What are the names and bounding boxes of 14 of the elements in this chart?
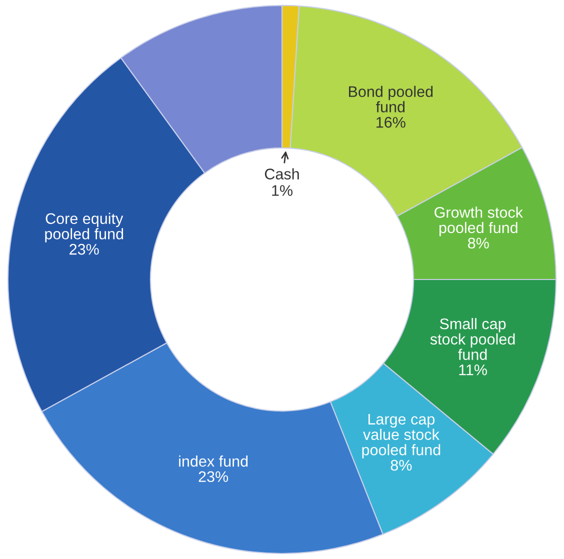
data-label: 1%	[272, 185, 292, 196]
slice-label: Core equity pooled fund	[45, 212, 124, 242]
slice-label: Growth stock pooled fund	[434, 206, 523, 236]
data-label: 8%	[390, 460, 412, 471]
slice-label: Bond pooled fund	[349, 86, 433, 112]
slice-label: Small cap stock pooled fund	[430, 318, 515, 360]
slice-label: Large cap value stock pooled fund	[362, 414, 440, 458]
slice-label: Cash	[264, 168, 299, 180]
data-label: 16%	[376, 116, 406, 128]
data-label: 23%	[198, 471, 228, 482]
slice-label: index fund	[179, 455, 248, 467]
data-label: 8%	[468, 238, 489, 249]
data-label: 11%	[459, 364, 487, 376]
data-label: 23%	[70, 244, 99, 255]
